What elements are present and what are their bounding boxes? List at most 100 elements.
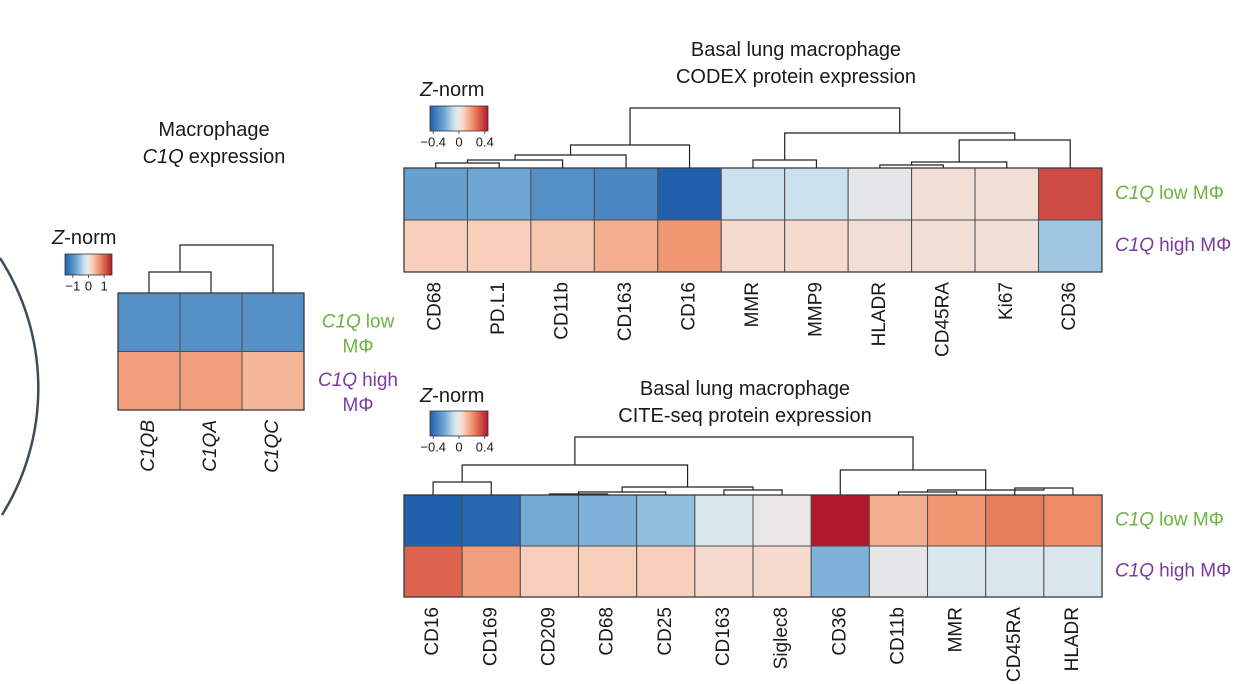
heatmap-cell: [461, 494, 521, 547]
column-label: Siglec8: [771, 607, 792, 669]
text-part: high MΦ: [1159, 561, 1231, 582]
colorbar-tick-label: −0.4: [420, 439, 446, 454]
text-part: high MΦ: [1159, 235, 1231, 256]
row-label: MΦ: [343, 395, 374, 416]
dendrogram-branch: [435, 162, 500, 168]
chart-title: Macrophage: [158, 119, 269, 141]
heatmap-cell: [578, 494, 638, 547]
column-label: MMP9: [805, 282, 826, 337]
heatmap-cell: [927, 494, 987, 547]
dendrogram-branch: [752, 159, 818, 168]
column-label: CD45RA: [1004, 607, 1025, 682]
heatmap-cell: [868, 545, 929, 598]
dendrogram-branch: [466, 159, 564, 168]
text-part: C1Q: [322, 311, 361, 332]
column-label: CD36: [1059, 282, 1080, 331]
heatmap-cell: [847, 219, 913, 273]
dendrogram-branch: [574, 436, 914, 470]
heatmap-cell: [927, 545, 987, 598]
heatmap-cell: [519, 545, 580, 598]
heatmap-cell: [657, 219, 722, 273]
column-label: PD.L1: [488, 282, 509, 335]
row-label: C1Q high: [318, 370, 398, 391]
heatmap-cell: [985, 545, 1045, 598]
chart-title: CITE-seq protein expression: [618, 405, 871, 427]
heatmap-cell: [466, 167, 532, 221]
chart-title: Basal lung macrophage: [691, 39, 901, 61]
dendrogram-branch: [569, 144, 691, 168]
row-label: MΦ: [343, 336, 374, 357]
heatmap-cell: [117, 351, 181, 411]
dendrogram-branch: [839, 469, 987, 495]
heatmap-cell: [810, 545, 870, 598]
column-label: CD68: [597, 607, 618, 656]
column-label: CD11b: [887, 607, 908, 665]
heatmap-cell: [694, 494, 754, 547]
text-part: Z: [419, 385, 433, 407]
text-part: CODEX protein expression: [676, 66, 916, 88]
column-label: CD25: [655, 607, 676, 656]
column-label: CD36: [829, 607, 850, 656]
dendrogram-branch: [148, 271, 212, 293]
text-part: C1Q: [1115, 235, 1154, 256]
heatmap-cell: [179, 351, 243, 411]
text-part: low MΦ: [1159, 510, 1224, 531]
text-part: Z: [51, 227, 65, 249]
text-part: MΦ: [343, 336, 374, 357]
text-part: -norm: [432, 79, 484, 101]
chart-title: Basal lung macrophage: [640, 378, 850, 400]
heatmap-cell: [720, 167, 786, 221]
heatmap-cell: [636, 545, 696, 598]
colorbar-tick-label: −1: [65, 278, 80, 293]
heatmap-cell: [519, 494, 580, 547]
heatmap-cell: [530, 219, 595, 273]
dendrogram-branch: [514, 154, 627, 168]
heatmap-cell: [1038, 167, 1103, 221]
text-part: Z: [419, 79, 433, 101]
heatmap-cell: [403, 219, 468, 273]
heatmap-cell: [752, 494, 812, 547]
text-part: low: [366, 311, 395, 332]
row-label: C1Q low MΦ: [1115, 183, 1224, 204]
heatmap-cell: [241, 292, 305, 352]
row-label: C1Q high MΦ: [1115, 235, 1231, 256]
column-label: CD68: [425, 282, 446, 331]
chart-title: CODEX protein expression: [676, 66, 916, 88]
heatmap-cell: [403, 545, 463, 598]
heatmap-cell: [985, 494, 1045, 547]
colorbar-tick-label: 1: [101, 278, 108, 293]
heatmap-cell: [530, 167, 595, 221]
column-label: HLADR: [1062, 607, 1083, 671]
heatmap-cell: [720, 219, 786, 273]
text-part: Basal lung macrophage: [691, 39, 901, 61]
chart-title: C1Q expression: [143, 146, 286, 168]
text-part: C1Q: [1115, 510, 1154, 531]
column-label: HLADR: [869, 282, 890, 346]
colorbar-tick-label: 0.4: [476, 134, 494, 149]
column-label: C1QA: [200, 420, 221, 472]
heatmap-cell: [784, 219, 849, 273]
column-label: CD163: [713, 607, 734, 666]
dendrogram-branch: [461, 464, 689, 487]
text-part: C1Q: [1115, 561, 1154, 582]
heatmap-cell: [694, 545, 754, 598]
column-label: CD16: [422, 607, 443, 656]
heatmap-cell: [466, 219, 532, 273]
heatmap-cell: [578, 545, 638, 598]
heatmap-cell: [974, 167, 1039, 221]
column-label: C1QC: [262, 420, 283, 473]
heatmap-cell: [911, 167, 976, 221]
heatmap-cell: [1043, 494, 1103, 547]
colorbar-tick-label: 0: [85, 278, 92, 293]
column-label: C1QB: [138, 420, 159, 472]
text-part: C1Q: [143, 146, 184, 168]
column-label: CD169: [480, 607, 501, 666]
heatmap-cell: [847, 167, 913, 221]
heatmap-cell: [593, 167, 659, 221]
dendrogram-branch: [179, 244, 274, 293]
colorbar-tick-label: 0: [455, 439, 462, 454]
heatmap-cell: [810, 494, 870, 547]
colorbar-label: Z-norm: [419, 79, 484, 101]
